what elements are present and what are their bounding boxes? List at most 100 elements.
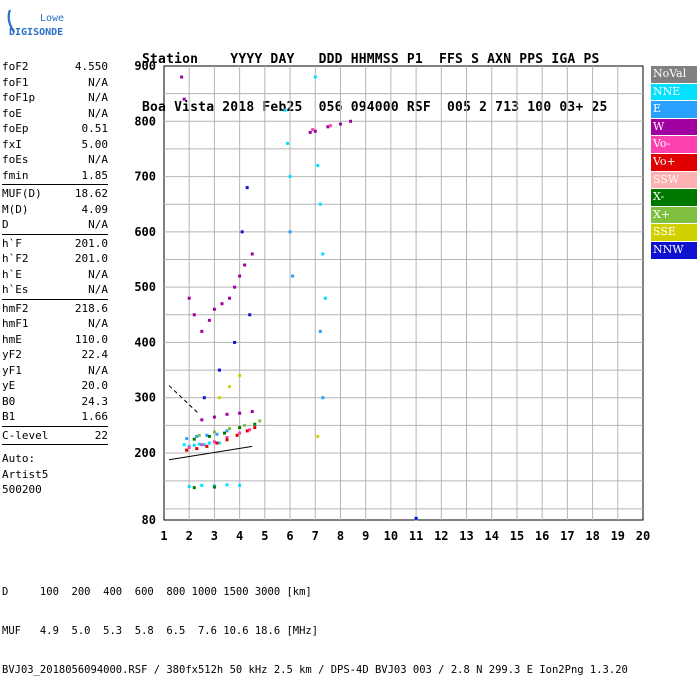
data-point-nnw — [233, 340, 237, 344]
data-point-vo — [311, 128, 315, 132]
muf-row: MUF 4.9 5.0 5.3 5.8 6.5 7.6 10.6 18.6 [M… — [2, 625, 319, 637]
data-point-vo — [187, 445, 191, 449]
param-row-fxi: fxI 5.00 — [2, 137, 108, 153]
data-point-w — [182, 97, 186, 101]
data-point-e — [291, 274, 295, 278]
data-point-vo — [245, 429, 249, 433]
param-key: foF2 — [2, 60, 29, 73]
data-point-sse — [228, 385, 232, 389]
autoscaling-info: Auto: Artist5 500200 — [2, 451, 108, 498]
data-point-e — [185, 437, 189, 441]
x-tick-label: 17 — [560, 529, 574, 543]
param-value: 1.66 — [81, 410, 109, 423]
param-row-b0: B0 24.3 — [2, 394, 108, 410]
legend-item-noval: NoVal — [651, 66, 697, 83]
param-row-ye: yE 20.0 — [2, 378, 108, 394]
legend: NoVal NNE E W Vo- Vo+ SSW X- X+ SSE NNW — [651, 66, 697, 260]
data-point-w — [243, 263, 247, 267]
data-point-nne — [225, 483, 229, 487]
auto-label: Auto: — [2, 452, 36, 465]
param-value: 4.550 — [74, 60, 108, 73]
param-row-fof1p: foF1p N/A — [2, 90, 108, 106]
param-value: 201.0 — [74, 236, 108, 250]
param-key: hmF2 — [2, 301, 29, 315]
param-key: foEs — [2, 153, 29, 166]
data-point-nnw — [245, 186, 249, 190]
x-tick-label: 5 — [261, 529, 268, 543]
legend-item-vo: Vo+ — [651, 153, 697, 171]
data-point-w — [228, 296, 232, 300]
param-key: hmF1 — [2, 317, 29, 330]
logo-brand-top: Lowell — [40, 13, 64, 24]
param-key: h`F2 — [2, 252, 29, 265]
param-value: 1.85 — [81, 168, 109, 182]
param-key: h`Es — [2, 283, 29, 296]
data-point-vo — [215, 441, 219, 445]
legend-item-w: W — [651, 118, 697, 136]
param-key: foF1p — [2, 91, 36, 104]
data-point-nne — [207, 441, 211, 445]
data-point-w — [212, 307, 216, 311]
x-tick-label: 4 — [236, 529, 243, 543]
param-row-he: h`E N/A — [2, 267, 108, 283]
param-key: yF1 — [2, 363, 22, 377]
data-point-e — [318, 329, 322, 333]
data-point-nnw — [217, 368, 221, 372]
data-point-nne — [217, 441, 221, 445]
ionogram-chart: 1 2 3 4 5 6 7 8 9 10 11 12 13 14 15 16 17 18 19 20802003004… — [134, 59, 650, 543]
data-point-x — [258, 419, 262, 423]
legend-item-sse: SSE — [651, 224, 697, 241]
data-point-x — [192, 437, 196, 441]
data-point-nne — [323, 296, 327, 300]
divider — [2, 184, 108, 185]
data-point-w — [250, 252, 254, 256]
data-point-e — [288, 230, 292, 234]
data-point-w — [207, 318, 211, 322]
param-key: foE — [2, 106, 22, 120]
data-point-x — [207, 434, 211, 438]
legend-item-nne: NNE — [651, 83, 697, 101]
data-point-vo — [248, 428, 252, 432]
data-point-w — [233, 285, 237, 289]
data-point-sse — [316, 434, 320, 438]
data-point-vo — [195, 447, 199, 451]
param-value: 20.0 — [81, 379, 109, 392]
data-point-w — [349, 119, 353, 123]
y-tick-label: 300 — [134, 391, 156, 405]
digisonde-logo: Lowell DIGISONDE — [7, 9, 64, 38]
data-point-w — [200, 418, 204, 422]
legend-item-x: X- — [651, 189, 697, 206]
data-point-x — [243, 423, 247, 427]
param-row-hf2: h`F2 201.0 — [2, 251, 108, 267]
data-point-w — [200, 329, 204, 333]
y-tick-label: 500 — [134, 280, 156, 294]
param-key: h`E — [2, 267, 22, 281]
param-key: MUF(D) — [2, 187, 42, 200]
data-point-vo — [253, 426, 257, 430]
param-value: 24.3 — [81, 394, 109, 408]
file-info-row: BVJ03_2018056094000.RSF / 380fx512h 50 k… — [2, 664, 628, 676]
param-key: foEp — [2, 122, 29, 135]
y-tick-label: 600 — [134, 225, 156, 239]
x-tick-label: 15 — [510, 529, 524, 543]
data-point-nne — [238, 483, 242, 487]
data-point-x — [238, 426, 242, 430]
auto-program: Artist5 — [2, 467, 49, 481]
x-tick-label: 1 — [160, 529, 167, 543]
footer-info: D 100 200 400 600 800 1000 1500 3000 [km… — [2, 560, 628, 690]
x-tick-label: 6 — [286, 529, 293, 543]
divider — [2, 298, 108, 300]
data-point-w — [250, 410, 254, 414]
x-tick-label: 19 — [611, 529, 625, 543]
param-key: h`F — [2, 236, 22, 250]
param-key: foF1 — [2, 75, 29, 89]
legend-item-x: X+ — [651, 206, 697, 224]
data-point-vo — [238, 431, 242, 435]
data-point-nne — [321, 252, 325, 256]
param-row-md: M(D) 4.09 — [2, 202, 108, 218]
data-point-sse — [217, 396, 221, 400]
data-point-w — [187, 296, 191, 300]
data-point-nne — [288, 175, 292, 179]
data-point-w — [338, 122, 342, 126]
divider — [2, 425, 108, 427]
